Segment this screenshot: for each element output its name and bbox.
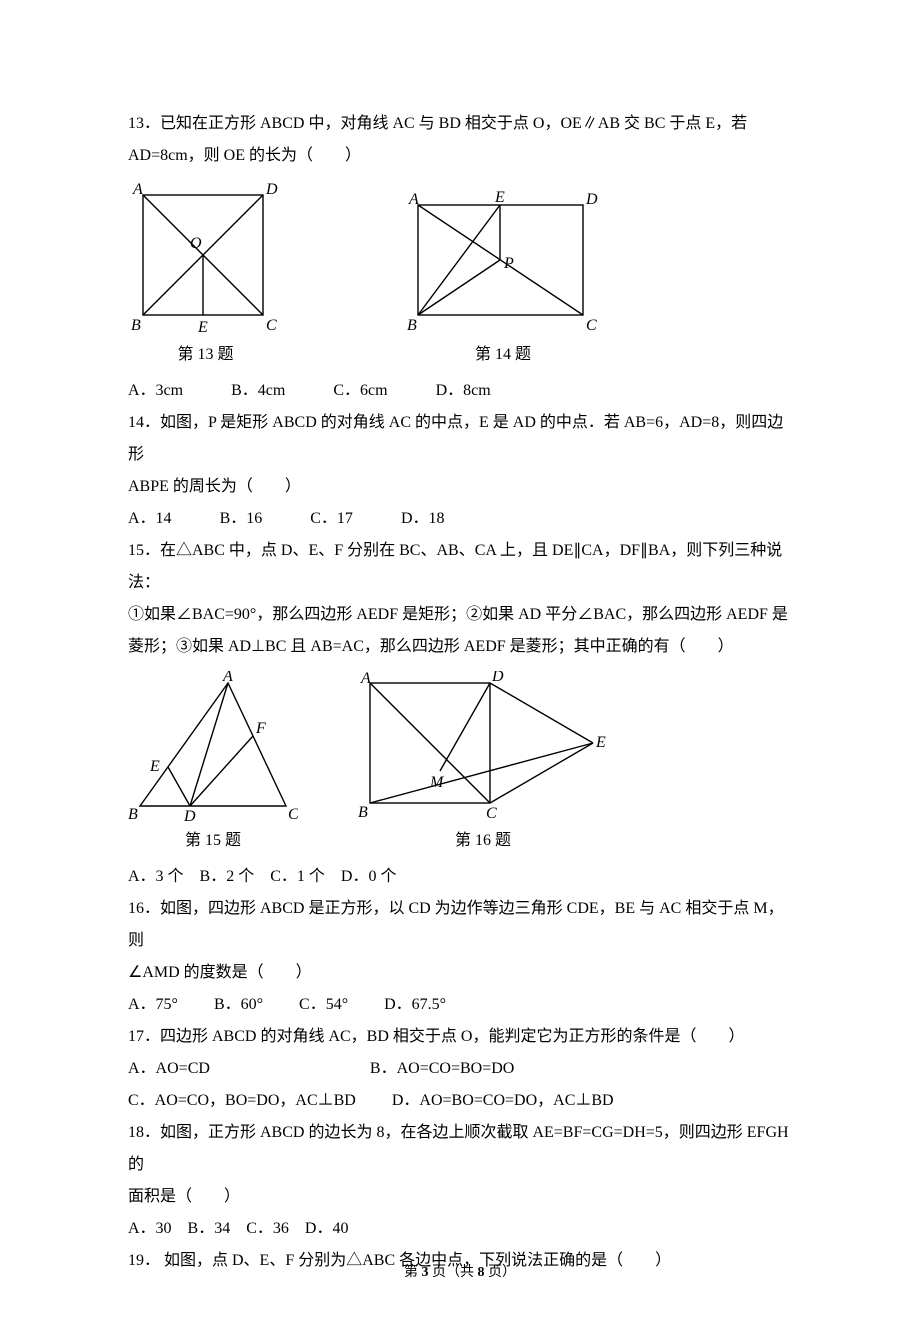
q18-line1: 18．如图，正方形 ABCD 的边长为 8，在各边上顺次截取 AE=BF=CG=… (128, 1117, 792, 1181)
q17-options-row2: C．AO=CO，BO=DO，AC⊥BD D．AO=BO=CO=DO，AC⊥BD (128, 1085, 792, 1117)
svg-text:B: B (128, 806, 138, 821)
svg-text:A: A (408, 191, 419, 208)
q13-options: A．3cm B．4cm C．6cm D．8cm (128, 375, 792, 407)
q13-figure: A D B C O E (128, 180, 283, 335)
q13-opt-b: B．4cm (231, 375, 285, 407)
svg-text:D: D (585, 191, 598, 208)
footer-prefix: 第 (404, 1265, 422, 1280)
svg-text:O: O (190, 235, 202, 252)
footer-middle: 页（共 (429, 1265, 478, 1280)
svg-text:F: F (255, 720, 266, 737)
q17-options-row1: A．AO=CD B．AO=CO=BO=DO (128, 1053, 792, 1085)
footer-page: 3 (422, 1265, 429, 1280)
svg-text:E: E (494, 190, 505, 206)
q13-opt-c: C．6cm (333, 375, 387, 407)
svg-text:B: B (131, 317, 141, 334)
svg-text:D: D (491, 671, 504, 685)
q17-opt-d: D．AO=BO=CO=DO，AC⊥BD (392, 1085, 614, 1117)
q14-line1: 14．如图，P 是矩形 ABCD 的对角线 AC 的中点，E 是 AD 的中点．… (128, 407, 792, 471)
q15-line2: ①如果∠BAC=90°，那么四边形 AEDF 是矩形；②如果 AD 平分∠BAC… (128, 599, 792, 631)
q16-caption: 第 16 题 (455, 825, 511, 857)
q13-line1: 13．已知在正方形 ABCD 中，对角线 AC 与 BD 相交于点 O，OE∥A… (128, 108, 792, 140)
footer-suffix: 页） (485, 1265, 517, 1280)
svg-text:D: D (183, 808, 196, 821)
q16-opt-b: B．60° (214, 989, 263, 1021)
q17-opt-b: B．AO=CO=BO=DO (370, 1053, 514, 1085)
q14-line2: ABPE 的周长为（ ） (128, 471, 792, 503)
q16-opt-c: C．54° (299, 989, 348, 1021)
svg-text:B: B (358, 804, 368, 821)
figure-row-13-14: A D B C O E 第 13 题 (128, 180, 792, 371)
q14-opt-b: B．16 (220, 503, 263, 535)
q16-figure: A D B C E M (358, 671, 608, 821)
figure-row-15-16: A B C D E F 第 15 题 (128, 671, 792, 857)
q14-opt-a: A．14 (128, 503, 172, 535)
footer-total: 8 (478, 1265, 485, 1280)
q15-figure: A B C D E F (128, 671, 298, 821)
svg-text:C: C (288, 806, 298, 821)
svg-text:C: C (586, 317, 597, 334)
q18-options: A．30 B．34 C．36 D．40 (128, 1213, 792, 1245)
q16-opt-a: A．75° (128, 989, 178, 1021)
q14-opt-d: D．18 (401, 503, 445, 535)
svg-text:B: B (407, 317, 417, 334)
svg-text:A: A (222, 671, 233, 685)
svg-text:P: P (503, 255, 514, 272)
q15-options: A．3 个 B．2 个 C．1 个 D．0 个 (128, 861, 792, 893)
q14-figure: A E D B C P (403, 190, 603, 335)
q16-opt-d: D．67.5° (384, 989, 446, 1021)
svg-text:C: C (266, 317, 277, 334)
svg-text:D: D (265, 181, 278, 198)
q16-line1: 16．如图，四边形 ABCD 是正方形，以 CD 为边作等边三角形 CDE，BE… (128, 893, 792, 957)
svg-text:E: E (595, 734, 606, 751)
q17-opt-a: A．AO=CD (128, 1053, 210, 1085)
svg-text:A: A (360, 671, 371, 687)
svg-text:E: E (197, 319, 208, 335)
q13-line2: AD=8cm，则 OE 的长为（ ） (128, 140, 792, 172)
q15-line1: 15．在△ABC 中，点 D、E、F 分别在 BC、AB、CA 上，且 DE∥C… (128, 535, 792, 599)
q14-caption: 第 14 题 (475, 339, 531, 371)
q16-options: A．75° B．60° C．54° D．67.5° (128, 989, 792, 1021)
svg-text:E: E (149, 758, 160, 775)
svg-text:C: C (486, 805, 497, 821)
svg-text:A: A (132, 181, 143, 198)
q13-opt-d: D．8cm (436, 375, 491, 407)
q13-caption: 第 13 题 (177, 339, 233, 371)
q17-opt-c: C．AO=CO，BO=DO，AC⊥BD (128, 1085, 356, 1117)
q14-options: A．14 B．16 C．17 D．18 (128, 503, 792, 535)
q14-opt-c: C．17 (310, 503, 353, 535)
svg-text:M: M (429, 774, 445, 791)
q15-line3: 菱形；③如果 AD⊥BC 且 AB=AC，那么四边形 AEDF 是菱形；其中正确… (128, 631, 792, 663)
q15-caption: 第 15 题 (185, 825, 241, 857)
page-footer: 第 3 页（共 8 页） (0, 1259, 920, 1287)
q18-line2: 面积是（ ） (128, 1181, 792, 1213)
q13-opt-a: A．3cm (128, 375, 183, 407)
q16-line2: ∠AMD 的度数是（ ） (128, 957, 792, 989)
q17-text: 17．四边形 ABCD 的对角线 AC，BD 相交于点 O，能判定它为正方形的条… (128, 1021, 792, 1053)
